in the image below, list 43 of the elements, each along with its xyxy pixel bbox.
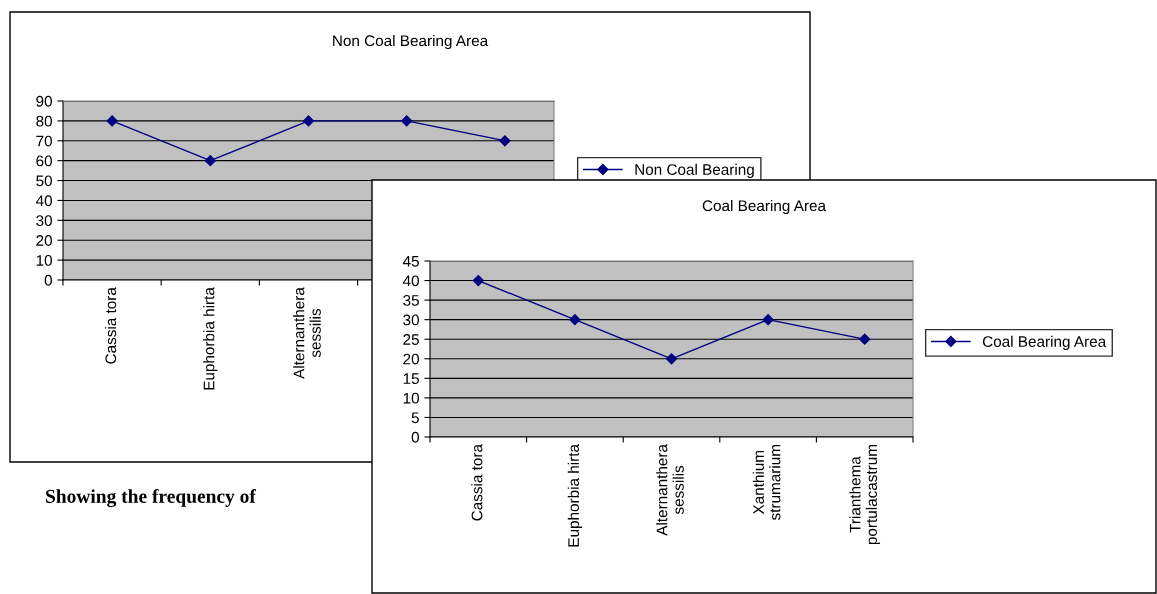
point — [472, 274, 484, 287]
x-tick-label: Euphorbia hirta — [203, 287, 218, 390]
y-tick-label: 15 — [403, 373, 419, 385]
y-tick-label: 10 — [403, 392, 419, 404]
y-tick-label: 0 — [44, 274, 52, 286]
x-tick-label: Alternanthera sessilis — [293, 287, 321, 379]
x-tick-label: Trianthema portulacastrum — [849, 445, 881, 545]
point — [762, 314, 774, 326]
x-tick-label: Xanthium strumarium — [752, 445, 781, 521]
y-tick-label: 60 — [36, 155, 52, 167]
point — [499, 135, 511, 147]
y-tick-label: 30 — [36, 215, 52, 227]
chart-title: Non Coal Bearing Area — [333, 34, 489, 50]
legend-label: Coal Bearing Area — [982, 335, 1107, 350]
point — [302, 115, 315, 127]
y-tick-label: 20 — [403, 353, 419, 365]
point — [204, 155, 216, 167]
y-tick-label: 90 — [36, 95, 52, 107]
y-tick-label: 20 — [36, 235, 52, 246]
y-tick-label: 70 — [36, 135, 52, 147]
point — [401, 115, 413, 127]
y-tick-label: 40 — [35, 195, 52, 207]
x-tick-label: Alternanthera sessilis — [656, 444, 684, 536]
x-tick-label: Euphorbia hirta — [567, 444, 583, 547]
y-tick-label: 35 — [403, 294, 419, 306]
point — [859, 333, 871, 345]
point — [106, 115, 118, 127]
y-tick-label: 0 — [411, 431, 419, 443]
y-tick-label: 10 — [36, 254, 52, 266]
chart-title: Coal Bearing Area — [702, 199, 826, 215]
point — [569, 314, 581, 326]
y-tick-label: 5 — [411, 412, 419, 424]
x-tick-label: Cassia tora — [104, 287, 117, 364]
y-tick-label: 40 — [402, 275, 419, 287]
y-tick-label: 30 — [403, 314, 419, 326]
y-tick-label: 45 — [402, 256, 419, 267]
y-tick-label: 25 — [403, 334, 419, 345]
y-tick-label: 80 — [36, 115, 52, 127]
y-tick-label: 50 — [36, 175, 52, 187]
legend-label: Non Coal Bearing — [635, 163, 754, 178]
point — [665, 353, 678, 365]
text: Showing the frequency of — [46, 489, 257, 507]
x-tick-label: Cassia tora — [471, 444, 483, 521]
